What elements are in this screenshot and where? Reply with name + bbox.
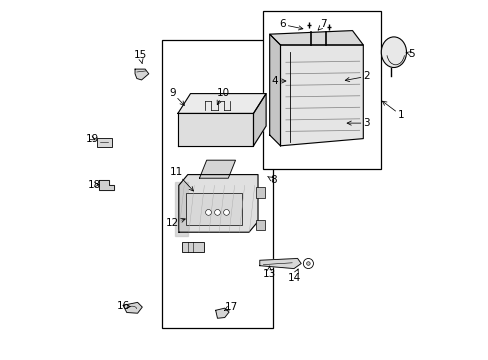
Polygon shape <box>178 94 265 113</box>
Text: 11: 11 <box>169 167 193 191</box>
Bar <box>262 11 381 169</box>
Ellipse shape <box>381 37 406 68</box>
Bar <box>256 187 264 198</box>
Text: 16: 16 <box>116 301 130 311</box>
Text: 2: 2 <box>345 71 369 82</box>
Text: 9: 9 <box>169 88 184 105</box>
Text: 8: 8 <box>267 175 276 185</box>
Circle shape <box>205 210 211 215</box>
Polygon shape <box>135 69 148 80</box>
Text: 3: 3 <box>346 118 369 128</box>
Circle shape <box>223 210 229 215</box>
Polygon shape <box>175 182 187 236</box>
Polygon shape <box>215 308 228 318</box>
Bar <box>162 40 273 328</box>
Text: 12: 12 <box>165 218 185 228</box>
Bar <box>256 220 264 230</box>
Polygon shape <box>123 302 142 313</box>
Circle shape <box>303 258 313 269</box>
Circle shape <box>214 210 220 215</box>
Text: 15: 15 <box>133 50 146 63</box>
Polygon shape <box>269 31 363 45</box>
Polygon shape <box>178 113 253 146</box>
Circle shape <box>306 262 309 265</box>
Text: 17: 17 <box>224 302 237 312</box>
Bar <box>182 242 203 252</box>
Polygon shape <box>259 258 301 269</box>
Text: 10: 10 <box>216 88 229 105</box>
Polygon shape <box>253 94 265 146</box>
Text: 6: 6 <box>279 19 302 30</box>
Text: 1: 1 <box>382 101 404 120</box>
Bar <box>96 138 111 147</box>
Bar <box>185 193 241 225</box>
Text: 4: 4 <box>271 76 285 86</box>
Polygon shape <box>269 34 280 146</box>
Text: 5: 5 <box>405 49 414 59</box>
Polygon shape <box>199 160 235 178</box>
Polygon shape <box>179 175 258 232</box>
Polygon shape <box>280 45 363 146</box>
Polygon shape <box>99 180 114 190</box>
Text: 13: 13 <box>262 266 275 279</box>
Text: 18: 18 <box>87 180 101 190</box>
Text: 7: 7 <box>318 19 326 30</box>
Text: 19: 19 <box>86 134 99 144</box>
Text: 14: 14 <box>287 269 300 283</box>
